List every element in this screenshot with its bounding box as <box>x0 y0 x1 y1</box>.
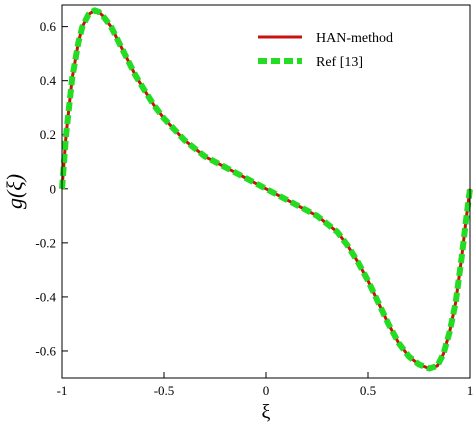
x-tick-label: 1 <box>467 383 474 398</box>
legend-label-han-method: HAN-method <box>316 31 393 46</box>
legend-label-ref-13: Ref [13] <box>316 55 363 70</box>
x-axis-label: ξ <box>262 401 271 423</box>
y-tick-label: 0.4 <box>40 73 57 88</box>
y-tick-label: 0.2 <box>40 127 56 142</box>
plot-frame <box>61 4 471 379</box>
series-line-ref-13 <box>59 7 473 372</box>
y-tick-label: -0.4 <box>35 289 56 304</box>
y-tick-label: 0 <box>50 181 57 196</box>
x-tick-label: -1 <box>57 383 68 398</box>
y-tick-label: -0.2 <box>35 235 56 250</box>
x-tick-label: 0 <box>263 383 270 398</box>
ticks-layer: -1 -0.5 0 0.5 1 -0.6 -0.4 -0.2 0 0.2 0.4 0.6 <box>35 19 473 398</box>
y-tick-label: -0.6 <box>35 343 56 358</box>
x-tick-label: -0.5 <box>154 383 175 398</box>
y-tick-label: 0.6 <box>40 19 57 34</box>
series-layer <box>59 7 473 372</box>
series-line-han-method <box>60 8 472 370</box>
x-tick-label: 0.5 <box>360 383 376 398</box>
y-axis-label: g(ξ) <box>2 174 27 209</box>
legend: HAN-method Ref [13] <box>258 31 393 70</box>
